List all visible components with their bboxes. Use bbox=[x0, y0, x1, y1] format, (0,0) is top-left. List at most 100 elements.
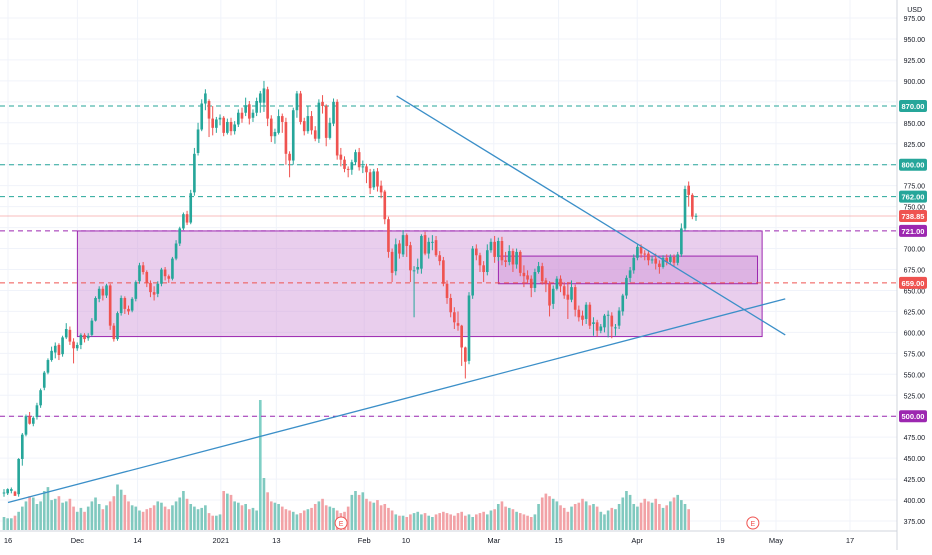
horizontal-levels bbox=[0, 105, 897, 417]
candle-body bbox=[687, 185, 690, 195]
earnings-marker-0[interactable] bbox=[334, 516, 348, 530]
candle-body bbox=[6, 489, 9, 494]
volume-bar bbox=[405, 517, 409, 530]
volume-bar bbox=[108, 501, 112, 530]
trendlines bbox=[7, 95, 786, 504]
candle-body bbox=[108, 285, 112, 326]
volume-bar bbox=[394, 514, 398, 530]
volume-bar bbox=[306, 509, 310, 530]
y-tick-label-4: 475.00 bbox=[904, 435, 926, 442]
earnings-marker-1[interactable] bbox=[746, 516, 760, 530]
candle-body bbox=[204, 93, 207, 104]
volume-bar bbox=[599, 511, 603, 530]
volume-bar bbox=[79, 507, 83, 530]
candle-body bbox=[423, 235, 427, 254]
trendline-1[interactable] bbox=[7, 298, 786, 504]
volume-bar bbox=[149, 507, 152, 530]
candle-body bbox=[163, 269, 167, 277]
candle-body bbox=[39, 390, 42, 406]
candle-body bbox=[401, 235, 405, 255]
candle-body bbox=[559, 278, 562, 287]
candle-body bbox=[310, 116, 313, 131]
volume-bar bbox=[86, 506, 90, 530]
volume-bar bbox=[595, 506, 599, 530]
candle-body bbox=[427, 241, 431, 254]
candle-body bbox=[313, 130, 317, 139]
x-tick-label-3: 2021 bbox=[212, 536, 229, 545]
volume-bar bbox=[478, 513, 482, 530]
x-tick-label-1: Dec bbox=[71, 536, 85, 545]
candle-body bbox=[57, 344, 61, 356]
volume-bar bbox=[156, 501, 160, 530]
candle-body bbox=[562, 286, 566, 296]
x-tick-label-8: 15 bbox=[554, 536, 562, 545]
candle-body bbox=[680, 228, 683, 255]
volume-bar bbox=[636, 506, 639, 530]
candle-body bbox=[46, 360, 50, 373]
volume-bar bbox=[511, 509, 515, 530]
x-tick-label-5: Feb bbox=[358, 536, 371, 545]
x-tick-label-2: 14 bbox=[133, 536, 141, 545]
volume-bar bbox=[588, 505, 592, 530]
candle-body bbox=[24, 416, 28, 435]
volume-bar bbox=[526, 515, 529, 530]
volume-bar bbox=[119, 489, 123, 530]
volume-bar bbox=[116, 484, 119, 530]
candle-body bbox=[215, 119, 218, 128]
price-tag-bg-6 bbox=[899, 410, 927, 423]
volume-bar bbox=[64, 501, 68, 530]
volume-bar bbox=[68, 498, 72, 530]
y-tick-label-2: 425.00 bbox=[904, 477, 926, 484]
volume-bar bbox=[134, 506, 138, 530]
volume-bar bbox=[555, 501, 559, 530]
candle-body bbox=[683, 189, 687, 229]
candle-body bbox=[365, 166, 368, 173]
candle-body bbox=[68, 329, 72, 342]
candle-body bbox=[661, 257, 665, 267]
candle-body bbox=[573, 287, 577, 310]
candle-body bbox=[650, 259, 654, 261]
candle-body bbox=[269, 118, 273, 137]
price-tag-bg-1 bbox=[899, 158, 927, 171]
volume-bar bbox=[661, 507, 665, 530]
candle-body bbox=[332, 101, 335, 124]
volume-bar bbox=[427, 515, 431, 530]
volume-bar bbox=[650, 502, 654, 530]
candle-body bbox=[101, 288, 105, 296]
volume-bar bbox=[24, 501, 28, 530]
trendline-0[interactable] bbox=[396, 95, 786, 336]
volume-bar bbox=[182, 491, 185, 530]
candle-body bbox=[196, 129, 200, 153]
candle-body bbox=[112, 325, 116, 340]
volume-bar bbox=[416, 511, 420, 530]
candle-body bbox=[226, 121, 229, 133]
volume-bar bbox=[581, 498, 584, 530]
x-tick-label-4: 13 bbox=[272, 536, 280, 545]
volume-bar bbox=[379, 505, 383, 530]
volume-bar bbox=[291, 511, 295, 530]
candle-body bbox=[654, 258, 658, 264]
volume-bar bbox=[280, 506, 284, 530]
candle-body bbox=[420, 235, 423, 269]
volume-bar bbox=[31, 497, 35, 530]
candle-body bbox=[20, 434, 24, 459]
candle-body bbox=[218, 117, 222, 120]
candle-body bbox=[544, 280, 548, 284]
volume-bar bbox=[606, 510, 610, 530]
candle-body bbox=[357, 152, 361, 168]
candle-body bbox=[156, 283, 160, 294]
volume-bar bbox=[28, 496, 31, 530]
y-tick-label-21: 900.00 bbox=[904, 79, 926, 86]
candle-body bbox=[178, 228, 182, 244]
candle-body bbox=[75, 344, 79, 349]
candle-body bbox=[636, 246, 639, 258]
volume-bar bbox=[625, 491, 628, 530]
volume-bar bbox=[233, 501, 236, 530]
price-tag-bg-4 bbox=[899, 224, 927, 237]
volume-bar bbox=[537, 504, 540, 530]
volume-bar bbox=[584, 501, 588, 530]
x-tick-label-11: May bbox=[769, 536, 783, 545]
candle-body bbox=[551, 288, 555, 304]
